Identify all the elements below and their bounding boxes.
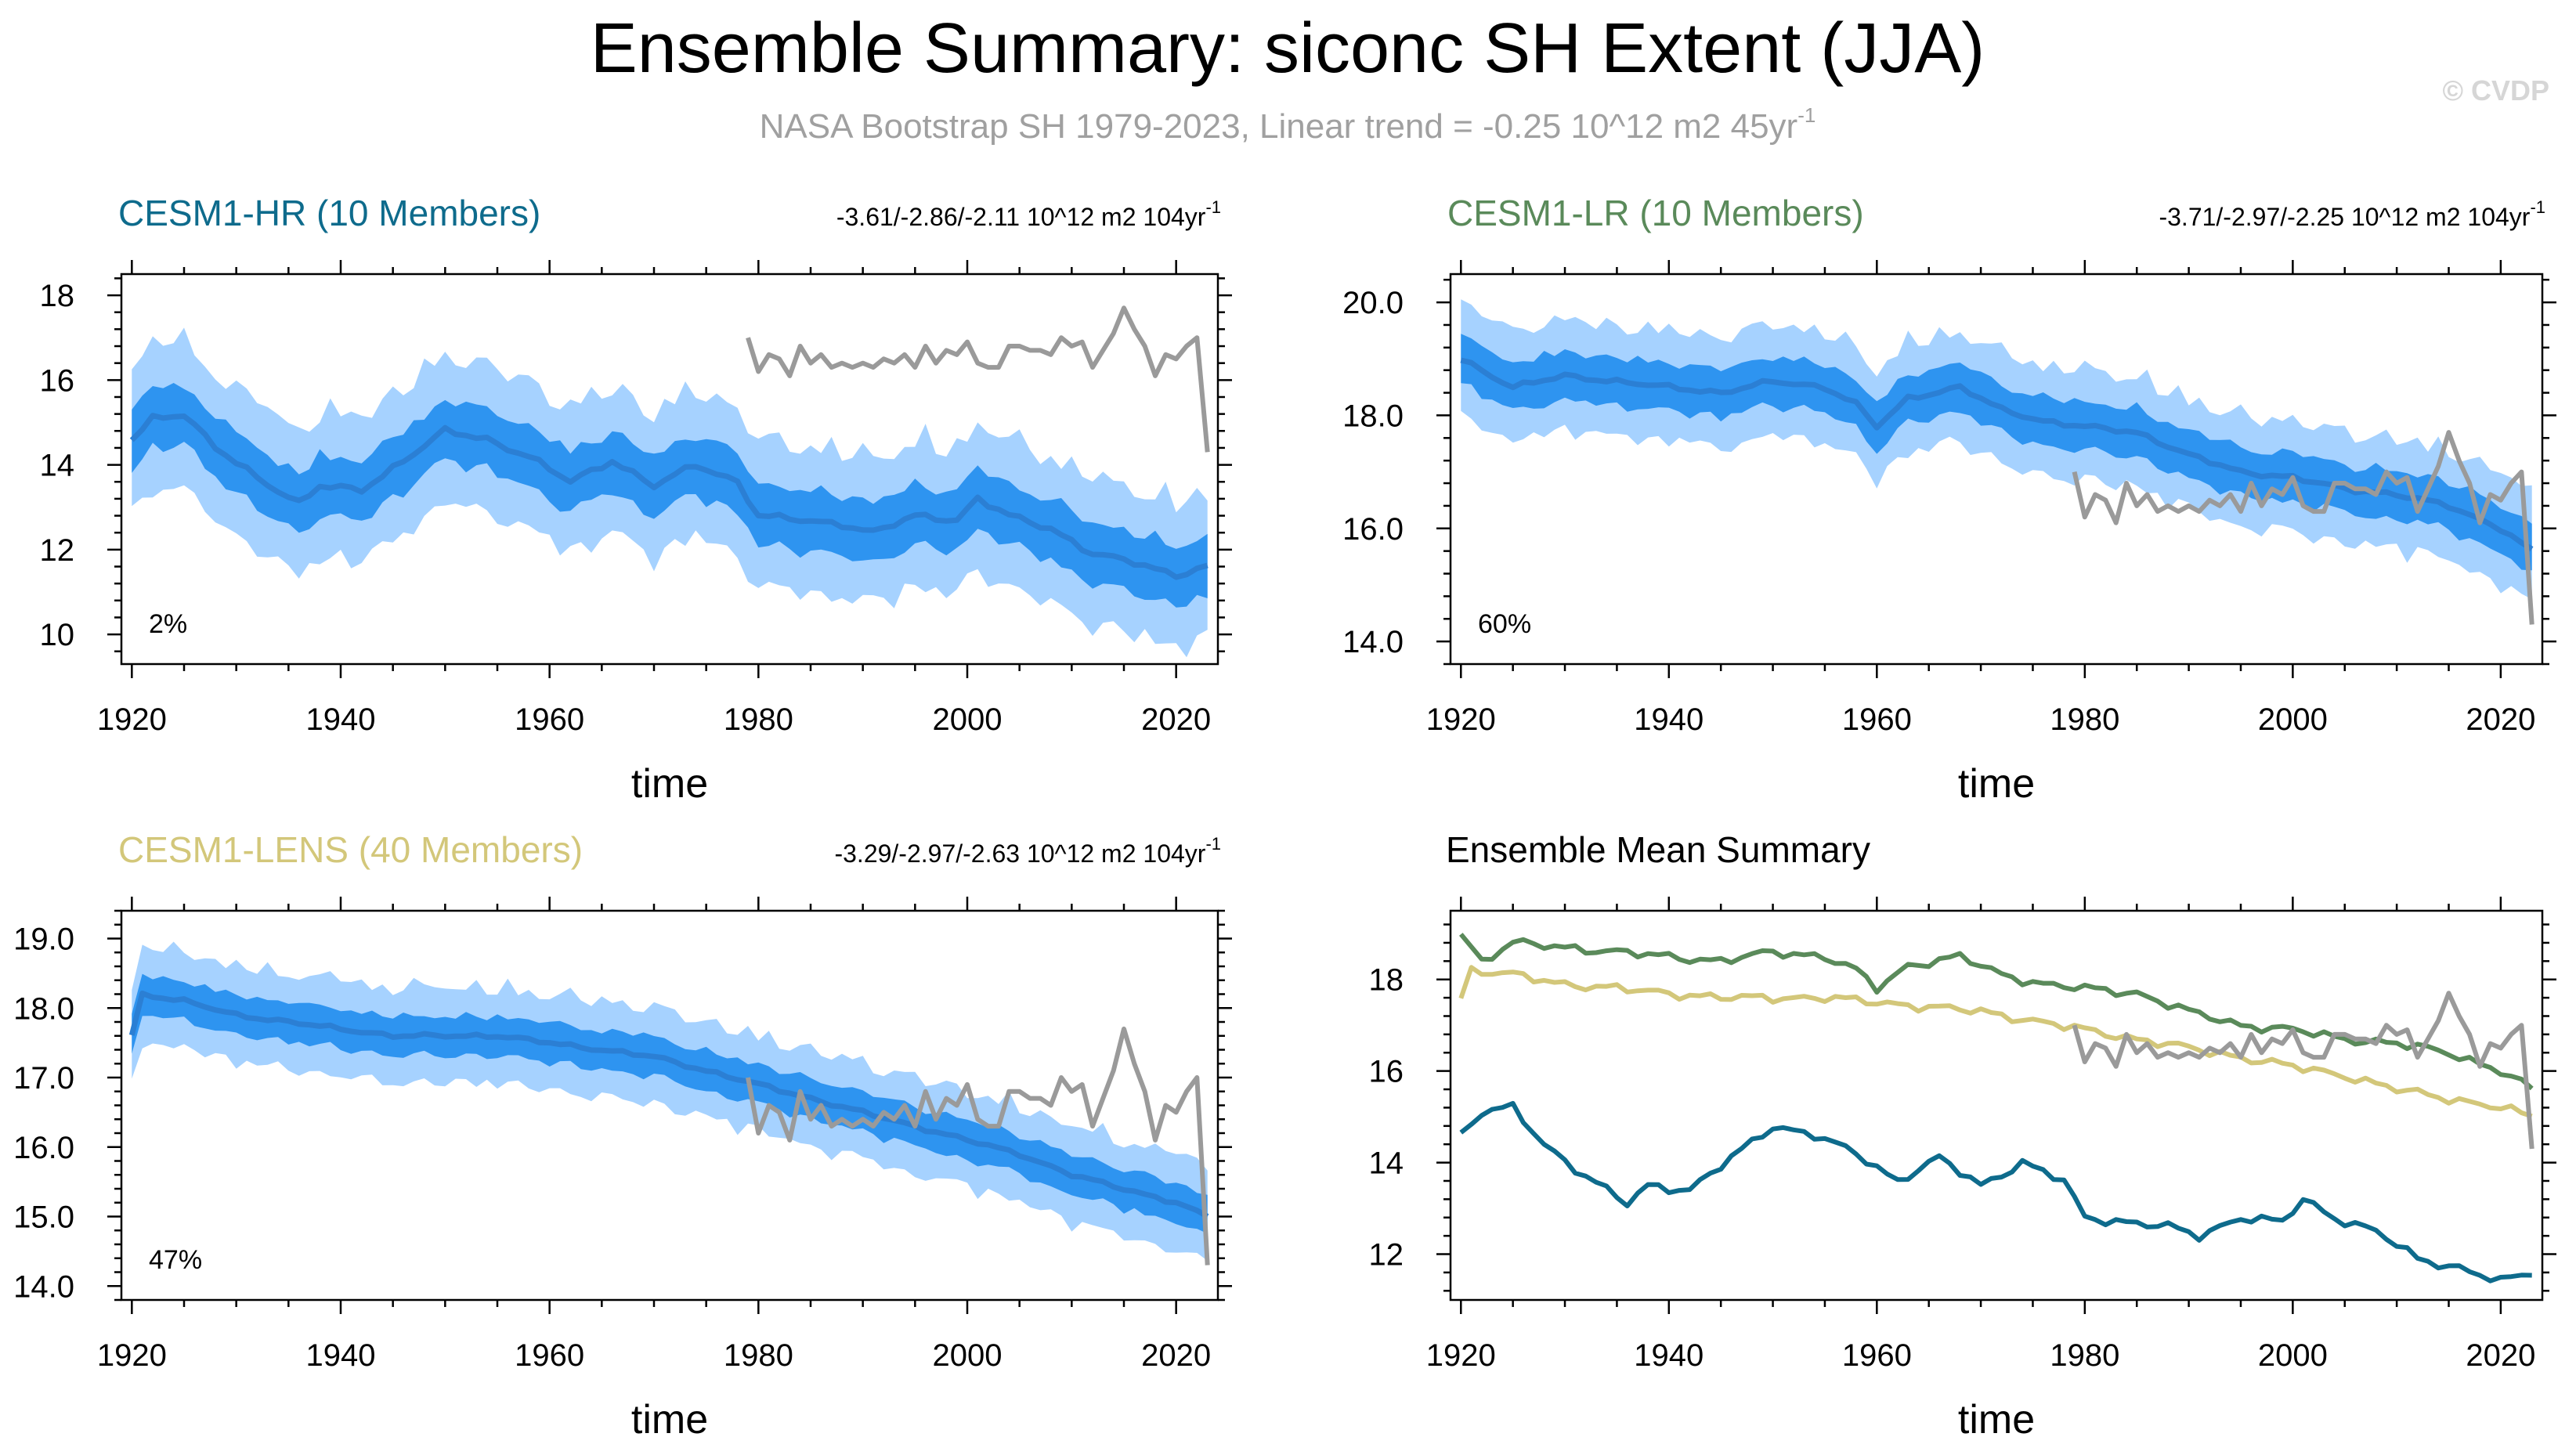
plot-area	[1458, 933, 2534, 1284]
x-tick-label: 1960	[515, 702, 584, 737]
trend-exponent: -1	[1205, 834, 1221, 854]
panel-summary: 1920 1940 1960 1980 2000 2020 12 14 16 18 time Ense…	[1369, 829, 2556, 1442]
ensemble-mean-line	[128, 990, 1209, 1219]
y-tick-label: 20.0	[1342, 286, 1404, 320]
y-tick-label: 18	[40, 279, 75, 313]
trend-value: -3.29/-2.97/-2.63 10^12 m2 104yr	[834, 839, 1205, 868]
x-tick-label: 2020	[1141, 1338, 1211, 1373]
plot-area	[129, 305, 1210, 658]
percent-rank-label: 47%	[149, 1245, 202, 1275]
panel-lr: 1920 1940 1960 1980 2000 2020 14.0 16.0 18.0 20.0…	[1342, 193, 2556, 807]
trend-text: -3.29/-2.97/-2.63 10^12 m2 104yr-1	[834, 834, 1221, 868]
plot-frame	[1449, 273, 2544, 666]
y-tick-label: 12	[40, 533, 75, 568]
series-line-cesm1-lr	[1458, 933, 2534, 1091]
series-line-cesm1-lens	[1458, 965, 2533, 1119]
x-tick-label: 1920	[1426, 1338, 1496, 1373]
panel-title: CESM1-LENS (40 Members)	[118, 829, 583, 870]
panel-hr: 1920 1940 1960 1980 2000 2020 10 12 14 16 18 time CE…	[40, 193, 1232, 807]
y-tick-label: 14.0	[13, 1269, 74, 1304]
subtitle-text: NASA Bootstrap SH 1979-2023, Linear tren…	[760, 107, 1798, 146]
cvdp-watermark: © CVDP	[2442, 74, 2549, 107]
ensemble-iqr-band	[132, 383, 1208, 608]
trend-value: -3.61/-2.86/-2.11 10^12 m2 104yr	[836, 203, 1206, 231]
ensemble-mean-line	[129, 413, 1209, 580]
x-axis-title: time	[1958, 761, 2035, 807]
plot-frame	[1449, 909, 2544, 1302]
x-tick-label: 2000	[2258, 702, 2328, 737]
x-tick-label: 2000	[933, 702, 1003, 737]
observations-line	[746, 305, 1210, 453]
plot-area	[1460, 299, 2534, 625]
observations-line	[2072, 991, 2534, 1150]
trend-exponent: -1	[2530, 197, 2545, 217]
ensemble-range-band	[1461, 299, 2532, 600]
x-tick-label: 2000	[933, 1338, 1003, 1373]
percent-rank-label: 2%	[149, 609, 187, 639]
x-tick-label: 1920	[97, 702, 167, 737]
x-tick-label: 1940	[1634, 1338, 1703, 1373]
x-tick-label: 1960	[1842, 702, 1912, 737]
y-tick-label: 17.0	[13, 1061, 74, 1096]
x-axis-title: time	[631, 1397, 708, 1442]
observations-line	[746, 1026, 1210, 1265]
ensemble-mean-line	[1460, 357, 2534, 552]
y-tick-label: 16	[1369, 1055, 1404, 1089]
x-axis-title: time	[1958, 1397, 2035, 1442]
trend-text: -3.71/-2.97/-2.25 10^12 m2 104yr-1	[2159, 197, 2545, 231]
x-tick-label: 1960	[515, 1338, 584, 1373]
trend-value: -3.71/-2.97/-2.25 10^12 m2 104yr	[2159, 203, 2530, 231]
observations-line	[2072, 430, 2534, 625]
y-tick-label: 16	[40, 363, 75, 398]
y-tick-label: 10	[40, 618, 75, 652]
series-line-cesm1-hr	[1459, 1100, 2532, 1284]
x-tick-label: 1980	[2050, 702, 2119, 737]
y-tick-label: 14	[1369, 1146, 1404, 1181]
panel-lens: 1920 1940 1960 1980 2000 2020 14.0 15.0 16.0 17.0…	[13, 829, 1232, 1442]
plot-frame	[120, 273, 1219, 666]
x-tick-label: 2000	[2258, 1338, 2328, 1373]
y-tick-label: 18.0	[13, 991, 74, 1026]
x-tick-label: 1980	[724, 702, 793, 737]
panel-title: CESM1-LR (10 Members)	[1447, 193, 1864, 233]
x-axis-title: time	[631, 761, 708, 807]
panel-title: CESM1-HR (10 Members)	[118, 193, 540, 233]
x-tick-label: 2020	[1141, 702, 1211, 737]
trend-text: -3.61/-2.86/-2.11 10^12 m2 104yr-1	[836, 197, 1221, 231]
x-tick-label: 1940	[306, 1338, 376, 1373]
x-tick-label: 1920	[97, 1338, 167, 1373]
x-tick-label: 2020	[2466, 1338, 2535, 1373]
y-tick-label: 14.0	[1342, 625, 1404, 659]
x-tick-label: 1940	[306, 702, 376, 737]
y-tick-label: 15.0	[13, 1200, 74, 1235]
figure-subtitle: NASA Bootstrap SH 1979-2023, Linear tren…	[760, 103, 1816, 146]
percent-rank-label: 60%	[1478, 609, 1531, 639]
y-tick-label: 18	[1369, 963, 1404, 998]
x-tick-label: 1940	[1634, 702, 1703, 737]
x-tick-label: 1980	[724, 1338, 793, 1373]
y-tick-label: 18.0	[1342, 399, 1404, 433]
x-tick-label: 1980	[2050, 1338, 2119, 1373]
x-tick-label: 1920	[1426, 702, 1496, 737]
figure-title: Ensemble Summary: siconc SH Extent (JJA)	[591, 9, 1985, 88]
y-tick-label: 16.0	[13, 1131, 74, 1165]
plot-area	[128, 941, 1210, 1265]
y-tick-label: 16.0	[1342, 512, 1404, 547]
subtitle-exponent: -1	[1797, 103, 1815, 127]
y-tick-label: 14	[40, 449, 75, 483]
x-tick-label: 1960	[1842, 1338, 1912, 1373]
y-tick-label: 12	[1369, 1238, 1404, 1273]
y-tick-label: 19.0	[13, 922, 74, 957]
x-tick-label: 2020	[2466, 702, 2535, 737]
panel-title: Ensemble Mean Summary	[1446, 829, 1870, 870]
trend-exponent: -1	[1205, 197, 1221, 217]
